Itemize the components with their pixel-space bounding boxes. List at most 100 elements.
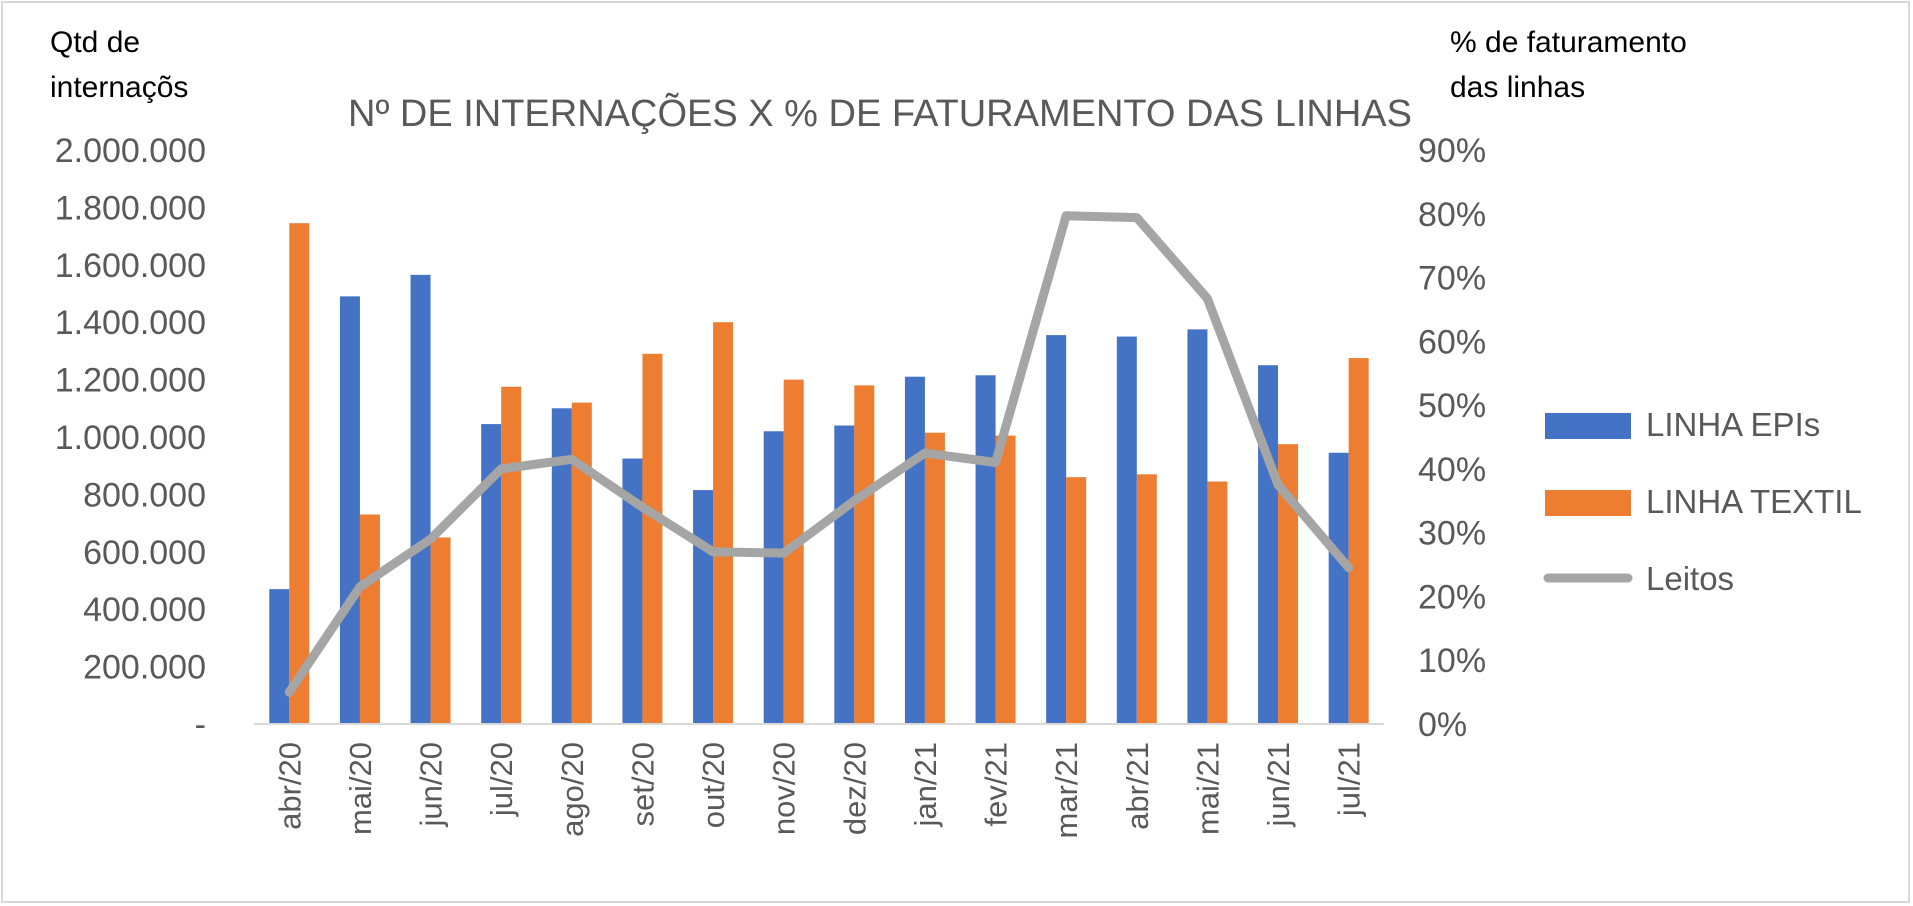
bar-linha-textil xyxy=(1207,481,1228,724)
line-point-leitos xyxy=(1347,566,1350,569)
category-label: fev/21 xyxy=(979,742,1014,826)
line-point-leitos xyxy=(288,691,291,694)
right-axis-ticks: 0% 10% 20% 30% 40% 50% 60% 70% 80% 90% xyxy=(1418,132,1486,744)
bar-linha-textil xyxy=(924,432,945,724)
chart-title: Nº DE INTERNAÇÕES X % DE FATURAMENTO DAS… xyxy=(348,91,1412,135)
category-label: jun/20 xyxy=(414,742,449,827)
left-tick-label: 1.200.000 xyxy=(55,362,206,400)
category-label: jan/21 xyxy=(908,742,943,827)
bar-linha-textil xyxy=(1066,477,1087,724)
category-label: abr/20 xyxy=(272,742,307,830)
bar-linha-textil xyxy=(359,514,380,724)
legend-label-textil: LINHA TEXTIL xyxy=(1646,483,1862,520)
line-point-leitos xyxy=(570,458,573,461)
line-point-leitos xyxy=(994,461,997,464)
legend-swatch-epis xyxy=(1545,413,1631,439)
right-tick-label: 50% xyxy=(1418,387,1486,425)
line-point-leitos xyxy=(1206,297,1209,300)
right-axis-title-line1: % de faturamento xyxy=(1450,26,1687,59)
left-tick-label: 2.000.000 xyxy=(55,132,206,170)
line-point-leitos xyxy=(641,506,644,509)
bar-linha-epis xyxy=(1046,335,1067,724)
right-tick-label: 90% xyxy=(1418,132,1486,170)
category-label: out/20 xyxy=(696,742,731,828)
bar-linha-epis xyxy=(551,408,572,724)
right-tick-label: 60% xyxy=(1418,323,1486,361)
category-label: jun/21 xyxy=(1261,742,1296,827)
left-tick-label: 1.400.000 xyxy=(55,304,206,342)
bar-linha-textil xyxy=(995,435,1016,724)
left-axis-ticks: - 200.000 400.000 600.000 800.000 1.000.000 1.… xyxy=(55,132,206,744)
legend: LINHA EPIs LINHA TEXTIL Leitos xyxy=(1543,406,1862,597)
bar-linha-epis xyxy=(763,431,784,724)
line-point-leitos xyxy=(429,538,432,541)
left-tick-label: - xyxy=(195,706,206,744)
bar-linha-textil xyxy=(1348,358,1369,724)
legend-swatch-textil xyxy=(1545,490,1631,516)
bar-linha-textil xyxy=(501,386,522,724)
line-point-leitos xyxy=(1065,214,1068,217)
right-tick-label: 80% xyxy=(1418,196,1486,234)
category-label: set/20 xyxy=(625,742,660,826)
right-axis-title-line2: das linhas xyxy=(1450,71,1585,104)
right-tick-label: 10% xyxy=(1418,642,1486,680)
bar-linha-textil xyxy=(642,353,663,724)
left-axis-title-line2: internaçõs xyxy=(50,71,188,104)
left-tick-label: 1.600.000 xyxy=(55,247,206,285)
bar-linha-textil xyxy=(1136,474,1157,724)
right-tick-label: 0% xyxy=(1418,706,1467,744)
category-label: mar/21 xyxy=(1049,742,1084,838)
bar-linha-textil xyxy=(713,322,734,724)
left-axis-title-line1: Qtd de xyxy=(50,26,140,59)
category-labels: abr/20 mai/20 jun/20 jul/20 ago/20 set/20 out/… xyxy=(272,742,1366,838)
category-label: jul/20 xyxy=(484,742,519,817)
category-label: dez/20 xyxy=(837,742,872,835)
bar-linha-epis xyxy=(481,424,502,724)
right-tick-label: 30% xyxy=(1418,515,1486,553)
bar-linha-epis xyxy=(1116,336,1137,724)
left-tick-label: 1.000.000 xyxy=(55,419,206,457)
category-label: abr/21 xyxy=(1120,742,1155,830)
bar-linha-epis xyxy=(410,274,431,724)
left-tick-label: 600.000 xyxy=(83,534,206,572)
bar-linha-textil xyxy=(783,379,804,724)
category-label: mai/21 xyxy=(1190,742,1225,835)
bar-linha-textil xyxy=(571,402,592,724)
line-leitos xyxy=(284,211,1354,697)
left-tick-label: 400.000 xyxy=(83,591,206,629)
bar-linha-epis xyxy=(269,589,290,724)
line-point-leitos xyxy=(1277,483,1280,486)
left-tick-label: 800.000 xyxy=(83,476,206,514)
category-label: ago/20 xyxy=(555,742,590,837)
line-point-leitos xyxy=(500,467,503,470)
bar-linha-epis xyxy=(1328,452,1349,724)
legend-label-epis: LINHA EPIs xyxy=(1646,406,1820,443)
bar-linha-textil xyxy=(1278,444,1299,724)
bar-linha-epis xyxy=(904,376,925,724)
bar-linha-epis xyxy=(339,296,360,724)
category-label: jul/21 xyxy=(1332,742,1367,817)
bar-linha-epis xyxy=(975,375,996,724)
right-tick-label: 40% xyxy=(1418,451,1486,489)
bar-linha-epis xyxy=(693,490,714,724)
line-point-leitos xyxy=(712,550,715,553)
bar-linha-epis xyxy=(622,458,643,724)
line-point-leitos xyxy=(923,451,926,454)
bar-linha-textil xyxy=(289,223,310,724)
line-series-group xyxy=(284,211,1354,697)
left-tick-label: 1.800.000 xyxy=(55,189,206,227)
category-label: nov/20 xyxy=(767,742,802,835)
right-tick-label: 20% xyxy=(1418,578,1486,616)
left-tick-label: 200.000 xyxy=(83,649,206,687)
bar-linha-textil xyxy=(854,385,875,724)
right-tick-label: 70% xyxy=(1418,260,1486,298)
category-label: mai/20 xyxy=(343,742,378,835)
bar-linha-epis xyxy=(1258,365,1279,724)
bar-linha-epis xyxy=(834,425,855,724)
line-point-leitos xyxy=(1135,216,1138,219)
line-point-leitos xyxy=(782,552,785,555)
line-point-leitos xyxy=(853,499,856,502)
bar-linha-epis xyxy=(1187,329,1208,724)
